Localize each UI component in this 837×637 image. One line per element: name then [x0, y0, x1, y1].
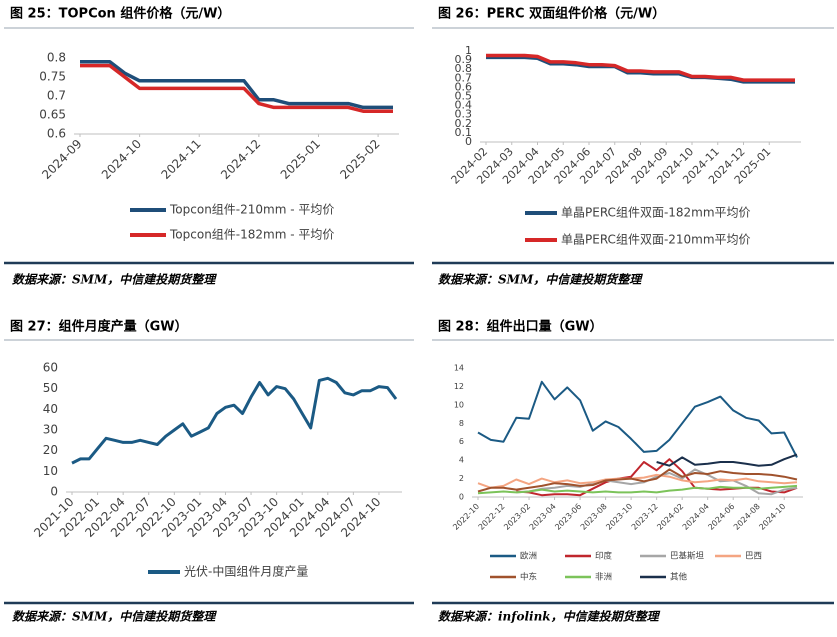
series-line — [477, 468, 798, 493]
x-tick-label: 2024-02 — [655, 502, 685, 532]
series-line — [477, 473, 798, 489]
y-tick-label: 12 — [454, 382, 464, 391]
figure-title: 图 25：TOPCon 组件价格（元/W） — [10, 6, 230, 22]
y-tick-label: 0.65 — [39, 108, 66, 122]
x-tick-label: 2023-08 — [579, 502, 609, 532]
y-tick-label: 6 — [459, 437, 464, 446]
y-tick-label: 0.2 — [455, 117, 473, 130]
y-tick-label: 1 — [465, 44, 472, 57]
legend-label: Topcon组件-182mm - 平均价 — [169, 228, 334, 242]
y-tick-label: 0.6 — [455, 80, 473, 93]
y-tick-label: 0.4 — [455, 99, 473, 112]
legend-label: 中东 — [520, 572, 537, 583]
x-tick-label: 2024-09 — [39, 137, 84, 182]
y-tick-label: 10 — [454, 400, 464, 409]
y-tick-label: 0.5 — [455, 90, 473, 103]
x-tick-label: 2024-08 — [732, 502, 762, 532]
y-tick-label: 0.3 — [455, 108, 473, 121]
x-tick-label: 2024-10 — [757, 502, 787, 532]
series-line — [486, 53, 795, 82]
y-tick-label: 40 — [43, 402, 58, 416]
figure-title: 图 27：组件月度产量（GW） — [10, 319, 188, 335]
legend-label: 巴基斯坦 — [670, 551, 705, 562]
y-tick-label: 2 — [459, 474, 464, 483]
y-tick-label: 20 — [43, 443, 58, 457]
y-tick-label: 10 — [43, 464, 58, 478]
y-tick-label: 0.8 — [47, 51, 66, 65]
y-tick-label: 0 — [50, 485, 58, 499]
legend-label: Topcon组件-210mm - 平均价 — [169, 203, 334, 217]
x-tick-label: 2022-12 — [477, 502, 507, 532]
y-tick-label: 0.7 — [47, 89, 66, 103]
series-line — [477, 484, 798, 495]
y-tick-label: 0.1 — [455, 126, 473, 139]
y-tick-label: 60 — [43, 361, 58, 375]
legend-label: 印度 — [595, 551, 613, 562]
y-tick-label: 0.7 — [455, 71, 473, 84]
figure-title: 图 26：PERC 双面组件价格（元/W） — [438, 6, 665, 22]
y-tick-label: 50 — [43, 381, 58, 395]
x-tick-label: 2025-02 — [337, 137, 382, 182]
y-tick-label: 8 — [459, 419, 464, 428]
y-tick-label: 30 — [43, 423, 58, 437]
figure-source: 数据来源：SMM，中信建投期货整理 — [438, 273, 643, 287]
x-tick-label: 2023-02 — [502, 502, 532, 532]
series-line — [656, 453, 798, 467]
y-tick-label: 0.6 — [47, 127, 66, 141]
series-line — [71, 376, 398, 465]
y-tick-label: 0 — [465, 135, 472, 148]
y-tick-label: 0.75 — [39, 70, 66, 84]
x-tick-label: 2024-06 — [706, 502, 736, 532]
x-tick-label: 2023-10 — [604, 502, 634, 532]
figure-title: 图 28：组件出口量（GW） — [438, 319, 603, 335]
y-tick-label: 0 — [459, 493, 464, 502]
legend-label: 单晶PERC组件双面-182mm平均价 — [561, 206, 751, 220]
x-tick-label: 2023-12 — [630, 502, 660, 532]
legend-label: 光伏-中国组件月度产量 — [184, 564, 308, 579]
y-tick-label: 14 — [454, 364, 464, 373]
series-line — [477, 380, 798, 458]
legend-label: 欧洲 — [520, 551, 537, 562]
figure-source: 数据来源：SMM，中信建投期货整理 — [12, 610, 217, 624]
y-tick-label: 0.9 — [455, 53, 473, 66]
x-tick-label: 2024-11 — [158, 137, 203, 182]
figure-source: 数据来源：SMM，中信建投期货整理 — [12, 273, 217, 287]
x-tick-label: 2024-10 — [99, 137, 144, 182]
series-line — [80, 63, 393, 113]
x-tick-label: 2022-10 — [451, 502, 481, 532]
series-line — [80, 60, 393, 110]
legend-label: 非洲 — [595, 572, 612, 583]
x-tick-label: 2024-04 — [681, 502, 711, 532]
x-tick-label: 2024-12 — [218, 137, 263, 182]
legend-label: 其他 — [670, 572, 688, 583]
figure-source: 数据来源：infolink，中信建投期货整理 — [438, 610, 661, 624]
legend-label: 单晶PERC组件双面-210mm平均价 — [561, 233, 751, 247]
x-tick-label: 2025-01 — [278, 137, 323, 182]
x-tick-label: 2023-04 — [528, 502, 558, 532]
legend-label: 巴西 — [745, 552, 762, 562]
y-tick-label: 4 — [459, 456, 464, 465]
y-tick-label: 0.8 — [455, 62, 473, 75]
x-tick-label: 2023-06 — [553, 502, 583, 532]
